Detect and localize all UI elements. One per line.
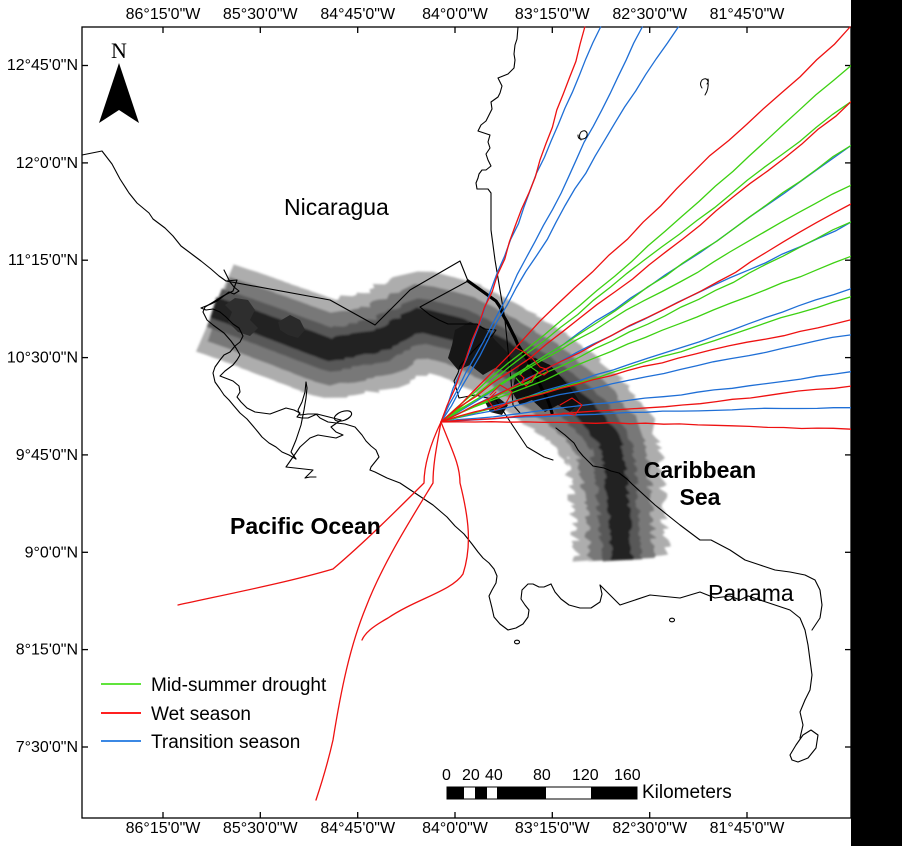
- svg-text:160: 160: [614, 767, 641, 784]
- svg-text:Transition season: Transition season: [151, 732, 300, 753]
- svg-text:82°30'0"W: 82°30'0"W: [612, 6, 688, 23]
- svg-text:Wet season: Wet season: [151, 704, 251, 725]
- svg-text:Kilometers: Kilometers: [642, 782, 732, 803]
- svg-text:8°15'0"N: 8°15'0"N: [16, 642, 78, 659]
- svg-text:10°30'0"N: 10°30'0"N: [7, 350, 78, 367]
- svg-text:84°0'0"W: 84°0'0"W: [422, 6, 489, 23]
- svg-text:Pacific Ocean: Pacific Ocean: [230, 513, 381, 539]
- svg-text:Sea: Sea: [680, 484, 721, 510]
- svg-text:9°45'0"N: 9°45'0"N: [16, 447, 78, 464]
- svg-text:0: 0: [442, 767, 451, 784]
- svg-text:12°0'0"N: 12°0'0"N: [16, 155, 78, 172]
- svg-text:84°45'0"W: 84°45'0"W: [320, 6, 396, 23]
- svg-text:81°45'0"W: 81°45'0"W: [710, 820, 786, 837]
- svg-text:80: 80: [533, 767, 551, 784]
- svg-text:20: 20: [462, 767, 480, 784]
- svg-text:11°15'0"N: 11°15'0"N: [8, 252, 78, 269]
- svg-text:Mid-summer drought: Mid-summer drought: [151, 675, 327, 696]
- svg-text:Panama: Panama: [708, 580, 794, 606]
- svg-text:86°15'0"W: 86°15'0"W: [126, 6, 202, 23]
- svg-text:9°0'0"N: 9°0'0"N: [25, 544, 78, 561]
- svg-text:86°15'0"W: 86°15'0"W: [126, 820, 202, 837]
- svg-text:Caribbean: Caribbean: [644, 457, 756, 483]
- svg-text:85°30'0"W: 85°30'0"W: [223, 6, 299, 23]
- svg-text:83°15'0"W: 83°15'0"W: [515, 6, 591, 23]
- svg-text:12°45'0"N: 12°45'0"N: [7, 57, 78, 74]
- svg-text:82°30'0"W: 82°30'0"W: [612, 820, 688, 837]
- svg-text:Nicaragua: Nicaragua: [284, 194, 389, 220]
- svg-text:83°15'0"W: 83°15'0"W: [515, 820, 591, 837]
- svg-text:7°30'0"N: 7°30'0"N: [16, 739, 78, 756]
- svg-text:84°45'0"W: 84°45'0"W: [320, 820, 396, 837]
- svg-text:N: N: [111, 38, 127, 63]
- svg-text:40: 40: [485, 767, 503, 784]
- svg-text:84°0'0"W: 84°0'0"W: [422, 820, 489, 837]
- svg-text:120: 120: [572, 767, 599, 784]
- svg-text:85°30'0"W: 85°30'0"W: [223, 820, 299, 837]
- svg-text:81°45'0"W: 81°45'0"W: [710, 6, 786, 23]
